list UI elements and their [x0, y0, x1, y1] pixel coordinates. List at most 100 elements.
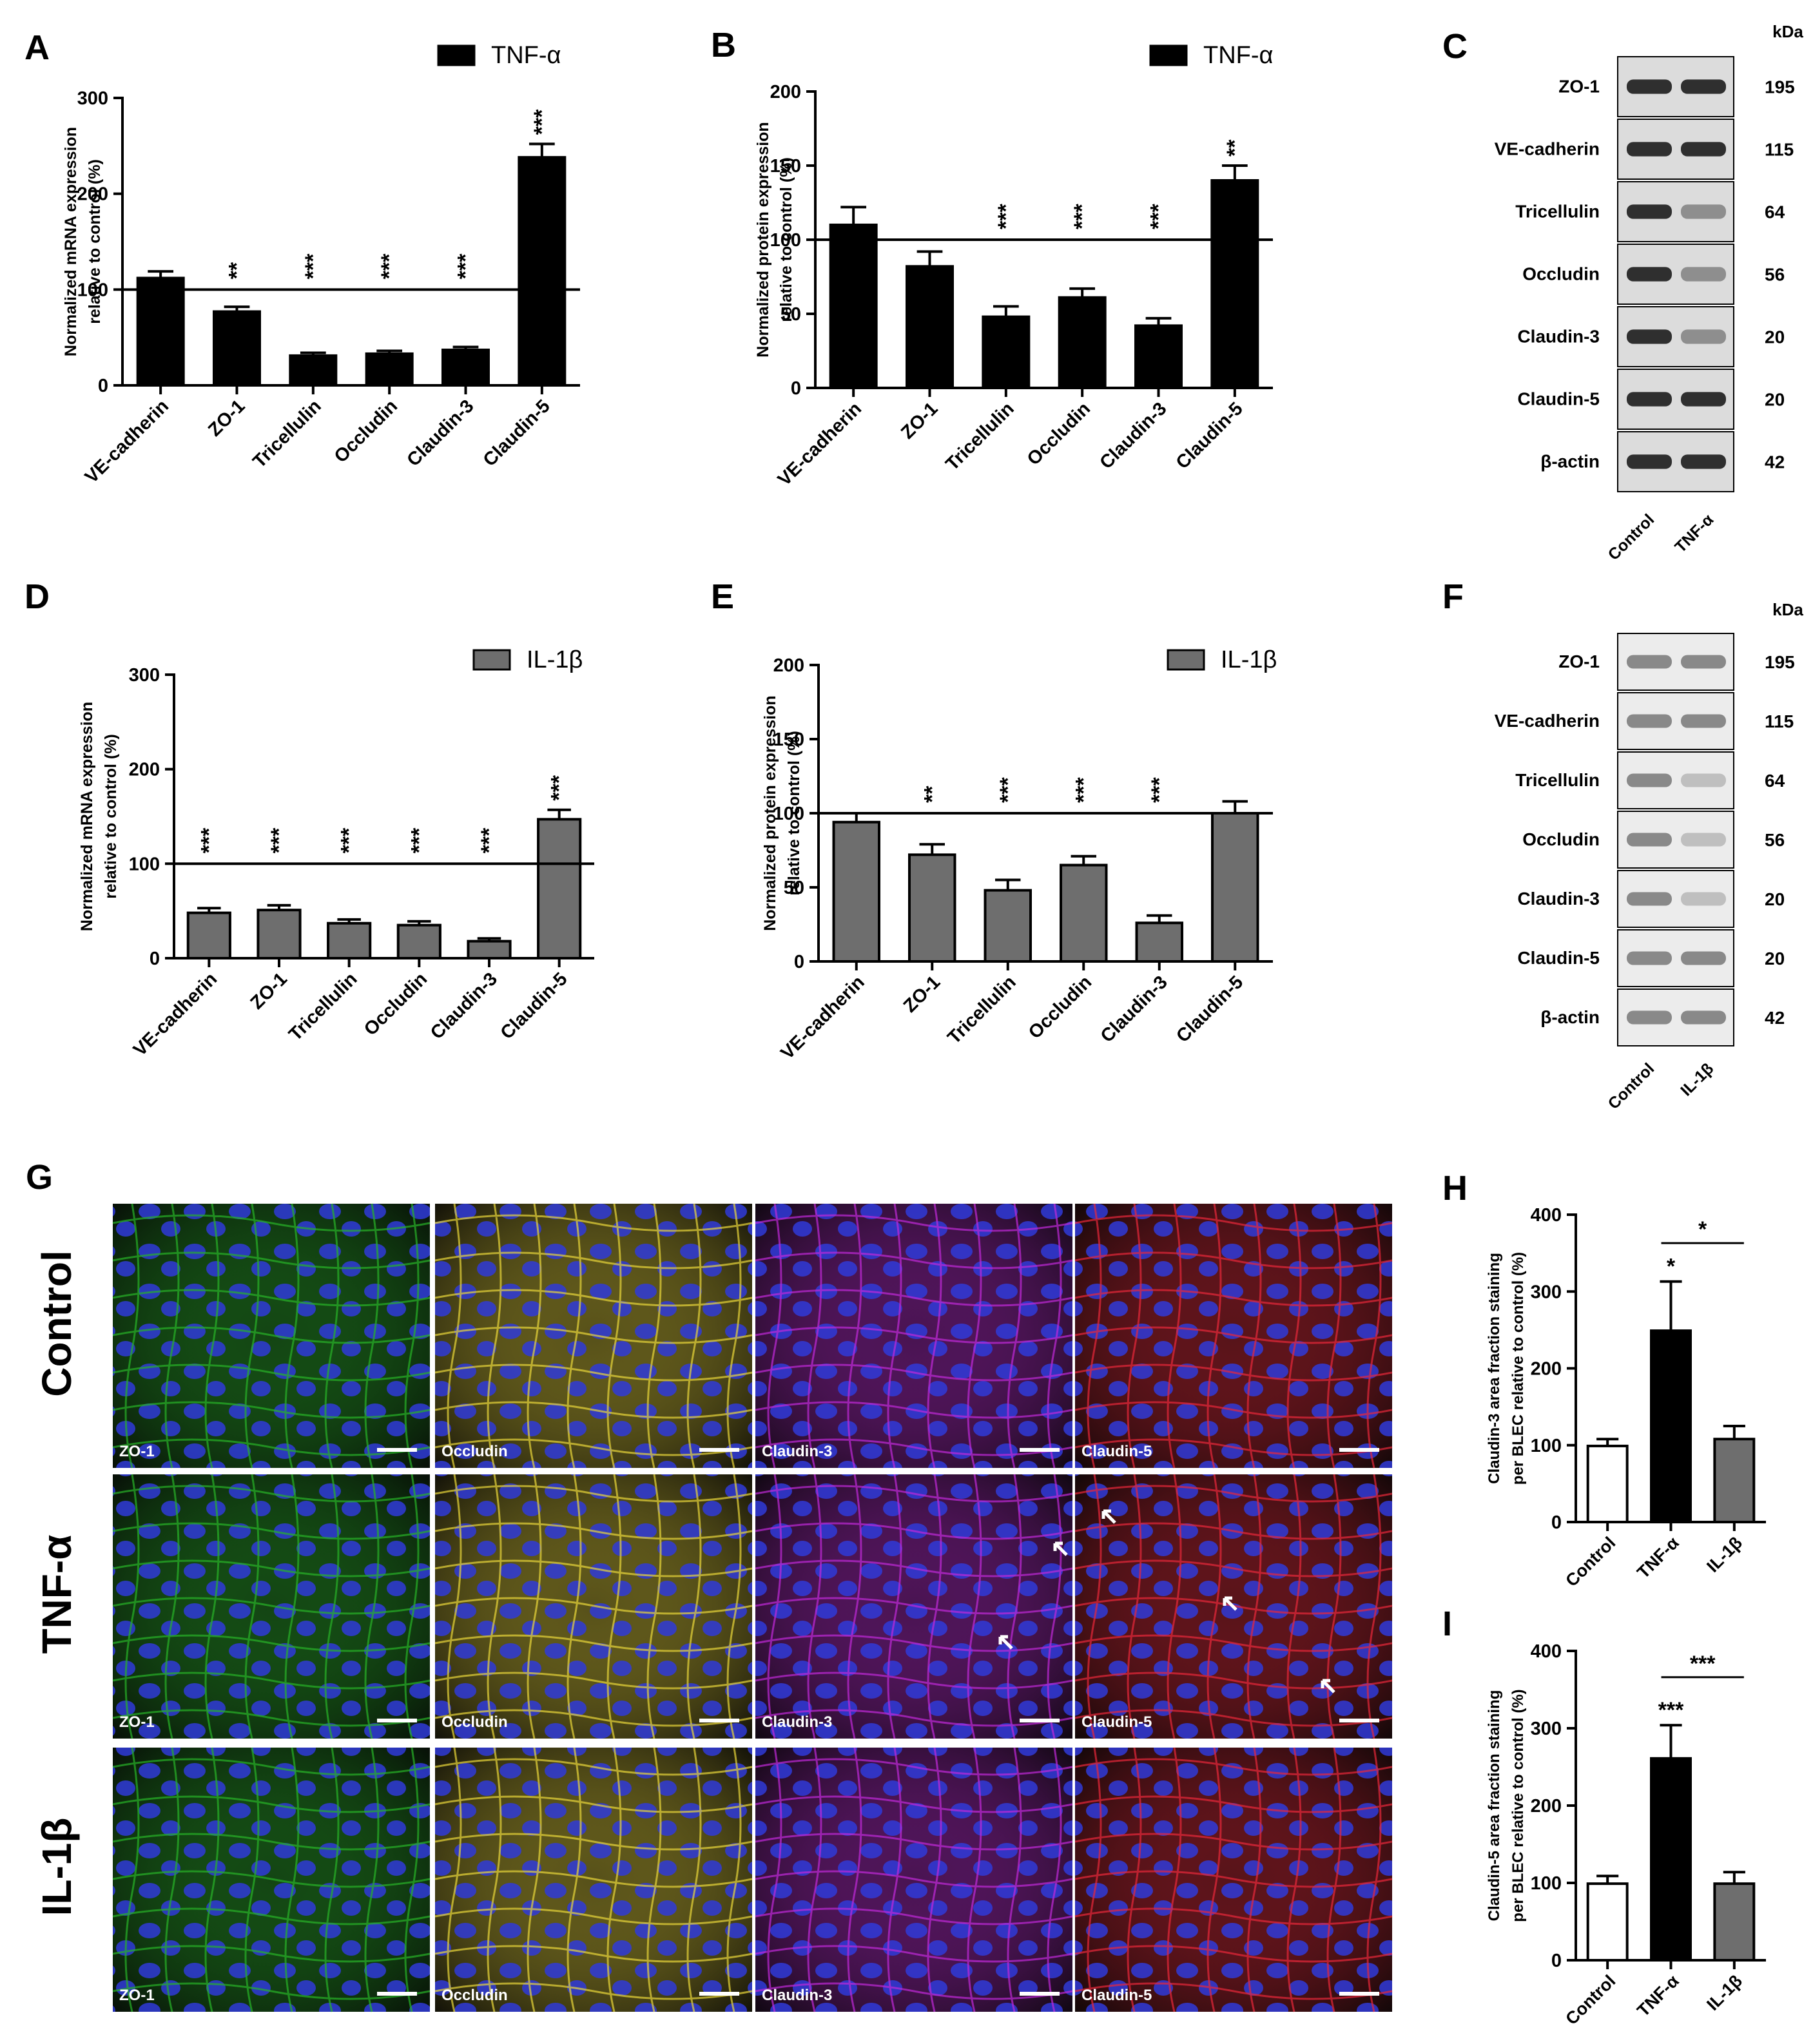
y-axis-label: per BLEC relative to control (%) [1509, 1689, 1527, 1922]
y-tick-label: 200 [129, 760, 160, 780]
bar [1135, 921, 1183, 963]
stain-label: Occludin [441, 1713, 508, 1731]
panel-letter: B [711, 26, 736, 64]
band-kda: 42 [1765, 1008, 1785, 1028]
legend: TNF-α [1149, 42, 1274, 69]
arrow-icon [1101, 1509, 1116, 1524]
legend: IL-1β [472, 646, 583, 673]
y-tick-label: 200 [770, 82, 801, 102]
x-tick-label: Occludin [1023, 398, 1094, 469]
significance-mark: ** [1223, 139, 1247, 157]
panel-b: B 0 50 100 150 200 Normalized protein expressi… [711, 26, 1274, 490]
bar [982, 315, 1031, 390]
y-axis-label: Normalized protein expression [761, 695, 779, 930]
y-axis-label: Normalized protein expression [754, 122, 772, 357]
bracket-label: *** [1690, 1652, 1716, 1676]
bar [537, 818, 582, 960]
significance-mark: *** [267, 827, 291, 853]
bar [186, 911, 231, 959]
blot-band [1681, 204, 1726, 219]
band-label: ZO-1 [1558, 651, 1600, 671]
significance-mark: ** [225, 262, 249, 279]
stain-label: ZO-1 [119, 1987, 155, 2004]
cell-border [112, 1203, 431, 1469]
blot-band [1627, 714, 1672, 728]
significance-mark: ** [920, 786, 944, 803]
panel-d: D 0 100 200 300 Normalized mRNA expression rel… [24, 577, 594, 1061]
significance-mark: *** [337, 827, 362, 853]
blot-band [1627, 833, 1672, 847]
legend-swatch [1167, 649, 1205, 671]
blot-band [1681, 655, 1726, 669]
blot-band [1681, 892, 1726, 906]
x-tick-label: Claudin-5 [1172, 972, 1247, 1046]
y-tick-label: 50 [784, 878, 804, 898]
cell-border [755, 1203, 1073, 1469]
panel-letter: I [1442, 1605, 1452, 1643]
x-tick-label: Claudin-5 [1172, 398, 1247, 473]
x-tick-label: Tricellulin [285, 969, 361, 1045]
legend-label: IL-1β [527, 646, 583, 673]
significance-mark: *** [197, 827, 221, 853]
blot-band [1627, 773, 1672, 787]
y-tick-label: 200 [773, 655, 804, 676]
significance-mark: *** [1147, 204, 1171, 229]
lane-label: Control [1605, 510, 1658, 564]
band-kda: 20 [1765, 949, 1785, 969]
bar [257, 909, 302, 959]
blot-band [1627, 892, 1672, 906]
x-tick-label: VE-cadherin [130, 969, 221, 1060]
lane-label: TNF-α [1671, 510, 1717, 556]
blot-band [1627, 951, 1672, 965]
blot-band [1627, 329, 1672, 344]
arrow-icon [1223, 1596, 1237, 1611]
significance-mark: *** [1658, 1698, 1684, 1722]
blot-band [1627, 454, 1672, 469]
bar [213, 310, 261, 387]
y-tick-label: 0 [791, 378, 801, 399]
y-tick-label: 300 [129, 665, 160, 686]
blot-band [1681, 79, 1726, 94]
panel-letter: E [711, 577, 734, 616]
panel-e: E 0 50 100 150 200 Normalized protein expressi… [711, 577, 1277, 1064]
y-tick-label: 300 [1531, 1719, 1562, 1739]
blot-strip [1617, 811, 1734, 869]
band-label: VE-cadherin [1495, 711, 1600, 731]
band-kda: 20 [1765, 390, 1785, 410]
significance-mark: * [1667, 1255, 1676, 1279]
band-kda: 115 [1765, 140, 1794, 160]
significance-mark: *** [1147, 777, 1172, 803]
y-tick-label: 200 [1531, 1796, 1562, 1817]
panel-letter: C [1442, 27, 1468, 66]
stain-label: Claudin-5 [1081, 1987, 1152, 2004]
y-tick-label: 50 [780, 304, 801, 325]
y-tick-label: 150 [770, 156, 801, 177]
arrow-icon [1053, 1541, 1068, 1556]
significance-mark: *** [996, 777, 1020, 803]
blot-band [1681, 329, 1726, 344]
stain-label: ZO-1 [119, 1443, 155, 1460]
x-tick-label: Tricellulin [942, 398, 1018, 474]
blot-band [1681, 714, 1726, 728]
stain-label: Claudin-5 [1081, 1713, 1152, 1731]
band-label: ZO-1 [1558, 77, 1600, 97]
band-label: Occludin [1522, 829, 1600, 849]
panel-letter: A [24, 28, 50, 67]
panel-i: I 0 100 200 300 400 Claudin-5 area fraction st… [1442, 1605, 1766, 2029]
stain-label: Claudin-5 [1081, 1443, 1152, 1460]
band-kda: 56 [1765, 830, 1785, 850]
y-axis-label: relative to control (%) [86, 159, 104, 324]
y-tick-label: 100 [1531, 1873, 1562, 1894]
band-kda: 64 [1765, 771, 1785, 791]
band-kda: 195 [1765, 77, 1795, 97]
bar [518, 156, 567, 387]
significance-mark: *** [454, 253, 478, 279]
x-tick-label: Occludin [360, 969, 431, 1039]
blot-band [1681, 773, 1726, 787]
bar [1210, 179, 1259, 389]
y-tick-label: 400 [1531, 1205, 1562, 1226]
bar [1650, 1329, 1692, 1523]
